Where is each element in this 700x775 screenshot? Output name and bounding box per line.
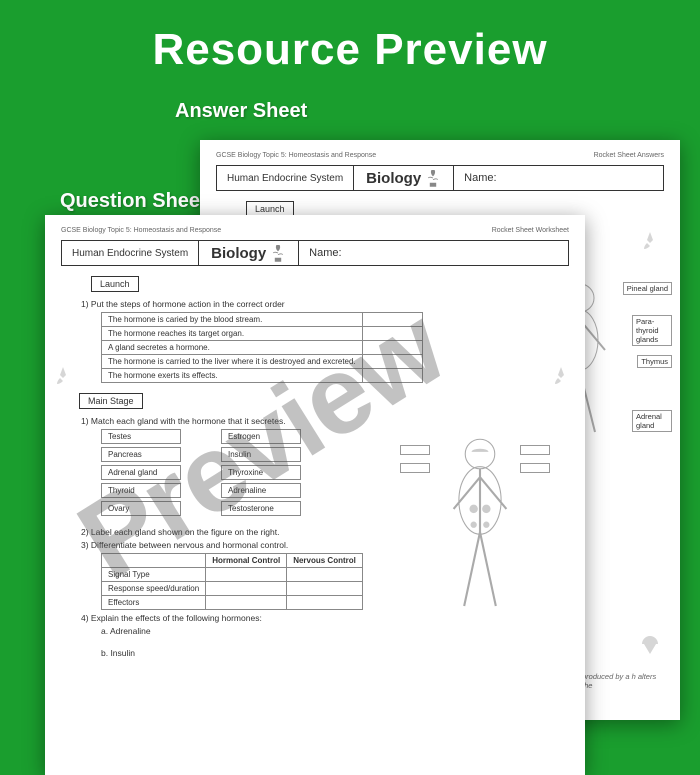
- human-body-icon: [425, 435, 535, 625]
- name-field: Name:: [453, 166, 663, 190]
- subject-badge: Biology: [199, 243, 298, 263]
- hormone-cell: Adrenaline: [221, 483, 301, 498]
- worksheet-title: Human Endocrine System: [217, 166, 354, 190]
- row-label: Response speed/duration: [102, 582, 206, 596]
- q1-text: 1) Put the steps of hormone action in th…: [81, 299, 569, 309]
- blank-label: [400, 463, 430, 473]
- parachute-icon: [638, 636, 662, 660]
- gland-label: Thymus: [637, 355, 672, 368]
- answer-sheet-label: Answer Sheet: [175, 100, 307, 123]
- worksheet-title: Human Endocrine System: [62, 241, 199, 265]
- step-cell: The hormone exerts its effects.: [102, 369, 363, 383]
- title-box: Human Endocrine System Biology Name:: [61, 240, 569, 266]
- step-cell: The hormone reaches its target organ.: [102, 327, 363, 341]
- blank-cell: [362, 313, 422, 327]
- q2-text: 1) Match each gland with the hormone tha…: [81, 416, 569, 426]
- q5b-text: b. Insulin: [101, 648, 569, 658]
- step-cell: A gland secretes a hormone.: [102, 341, 363, 355]
- header-type: Rocket Sheet Worksheet: [492, 227, 569, 234]
- question-sheet-page: GCSE Biology Topic 5: Homeostasis and Re…: [45, 215, 585, 775]
- hormone-cell: Insulin: [221, 447, 301, 462]
- rocket-icon: [51, 365, 75, 389]
- gland-label: Adrenal gland: [632, 410, 672, 432]
- body-figure: [425, 435, 565, 635]
- step-cell: The hormone is carried to the liver wher…: [102, 355, 363, 369]
- comparison-table: Hormonal ControlNervous Control Signal T…: [101, 553, 363, 610]
- main-title: Resource Preview: [0, 25, 700, 75]
- steps-table: The hormone is caried by the blood strea…: [101, 312, 423, 383]
- subject-badge: Biology: [354, 168, 453, 188]
- mainstage-tag: Main Stage: [79, 393, 143, 409]
- plant-icon: [270, 243, 286, 263]
- answer-snippet: produced by a h alters the: [582, 672, 662, 690]
- blank-label: [520, 445, 550, 455]
- gland-cell: Thyroid: [101, 483, 181, 498]
- row-label: Signal Type: [102, 568, 206, 582]
- gland-label: Pineal gland: [623, 282, 672, 295]
- header-topic: GCSE Biology Topic 5: Homeostasis and Re…: [216, 152, 376, 159]
- hormone-cell: Estrogen: [221, 429, 301, 444]
- gland-cell: Adrenal gland: [101, 465, 181, 480]
- gland-cell: Testes: [101, 429, 181, 444]
- gland-cell: Pancreas: [101, 447, 181, 462]
- launch-tag: Launch: [91, 276, 139, 292]
- blank-label: [400, 445, 430, 455]
- header-type: Rocket Sheet Answers: [594, 152, 664, 159]
- glands-column: Testes Pancreas Adrenal gland Thyroid Ov…: [101, 429, 181, 519]
- rocket-icon: [549, 365, 573, 389]
- name-field: Name:: [298, 241, 568, 265]
- hormones-column: Estrogen Insulin Thyroxine Adrenaline Te…: [221, 429, 301, 519]
- gland-cell: Ovary: [101, 501, 181, 516]
- step-cell: The hormone is caried by the blood strea…: [102, 313, 363, 327]
- gland-label: Para-thyroid glands: [632, 315, 672, 346]
- title-box: Human Endocrine System Biology Name:: [216, 165, 664, 191]
- row-label: Effectors: [102, 596, 206, 610]
- header-topic: GCSE Biology Topic 5: Homeostasis and Re…: [61, 227, 221, 234]
- question-sheet-label: Question Sheet: [60, 190, 207, 213]
- hormone-cell: Testosterone: [221, 501, 301, 516]
- rocket-icon: [638, 230, 662, 254]
- hormone-cell: Thyroxine: [221, 465, 301, 480]
- blank-label: [520, 463, 550, 473]
- plant-icon: [425, 168, 441, 188]
